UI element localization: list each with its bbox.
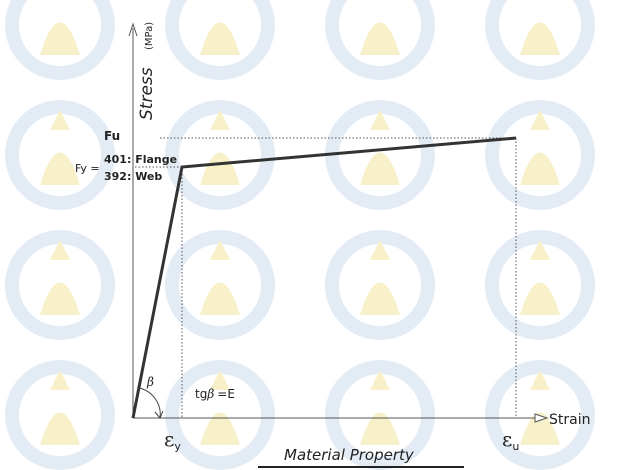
y-label: Stress bbox=[137, 67, 157, 120]
symbol: ε bbox=[164, 427, 174, 451]
subscript: y bbox=[174, 440, 181, 453]
symbol: ε bbox=[502, 427, 512, 451]
fy-web: 392: Web bbox=[104, 170, 162, 183]
y-unit: (MPa) bbox=[144, 22, 155, 50]
fy-label: Fy = bbox=[75, 162, 100, 175]
x-arrow bbox=[534, 413, 549, 423]
equals: =E bbox=[217, 387, 235, 401]
beta-label: β bbox=[146, 375, 154, 389]
fu-label: Fu bbox=[104, 129, 120, 143]
epsilon-u: εu bbox=[502, 427, 519, 453]
x-label: Strain bbox=[549, 412, 590, 428]
tg: tg bbox=[195, 387, 207, 401]
stress-strain-curve bbox=[131, 136, 517, 419]
y-arrow bbox=[128, 22, 138, 37]
beta-arrow bbox=[154, 410, 164, 419]
beta: β bbox=[206, 387, 214, 401]
fy-flange: 401: Flange bbox=[104, 153, 177, 166]
tg-formula: tgβ =E bbox=[195, 387, 235, 401]
caption: Material Property bbox=[284, 446, 415, 464]
epsilon-y: εy bbox=[164, 427, 181, 453]
beta-arc bbox=[138, 387, 161, 419]
subscript: u bbox=[512, 440, 519, 453]
